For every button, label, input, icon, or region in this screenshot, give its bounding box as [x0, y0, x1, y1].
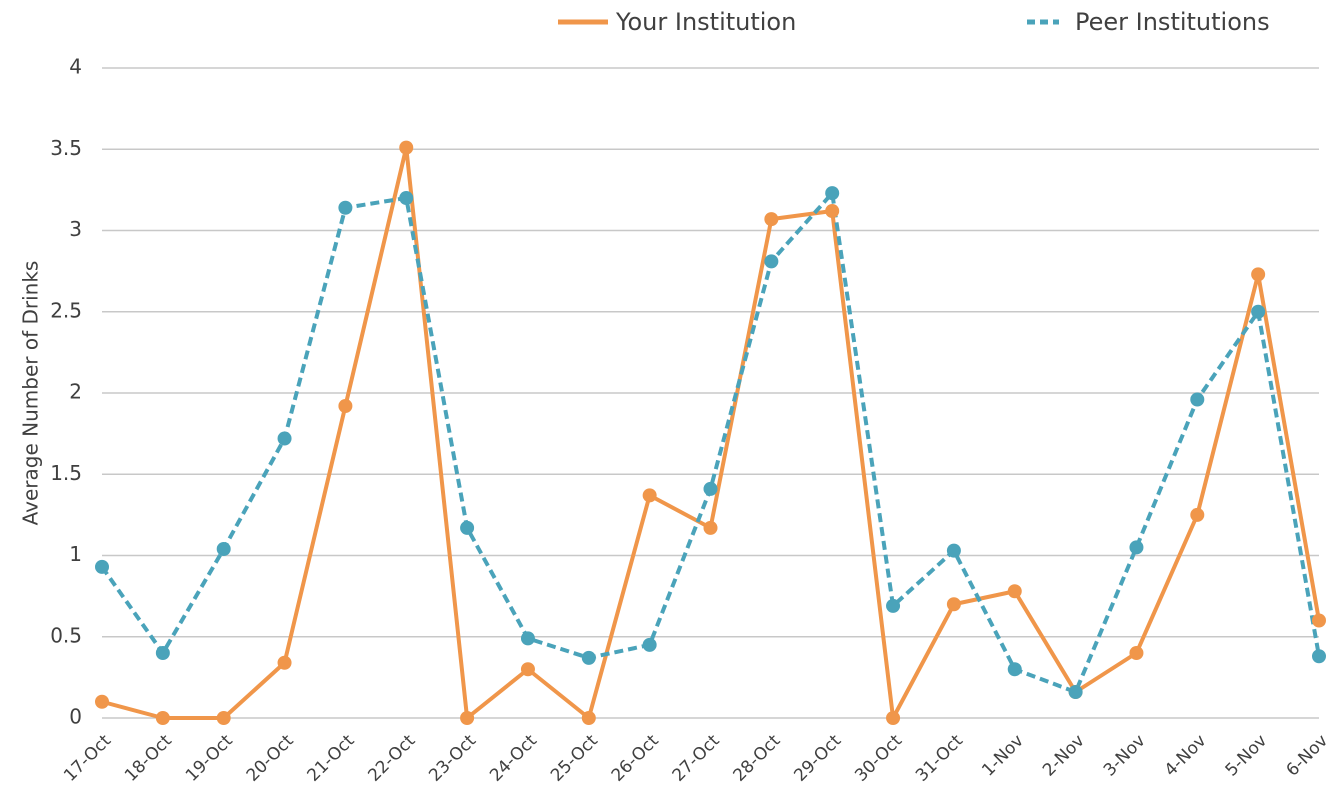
data-point: [581, 650, 596, 665]
x-tick-label: 27-Oct: [669, 731, 724, 786]
x-tick-label: 2-Nov: [1039, 731, 1089, 781]
data-point: [642, 637, 657, 652]
data-point: [764, 212, 779, 227]
data-point: [216, 542, 231, 556]
data-point: [1007, 584, 1022, 599]
x-tick-label: 19-Oct: [182, 731, 237, 786]
data-point: [1251, 304, 1266, 319]
data-point: [338, 200, 353, 215]
data-point: [460, 520, 475, 535]
data-point: [764, 254, 779, 269]
data-point: [886, 598, 901, 613]
legend-label: Your Institution: [615, 8, 796, 36]
data-point: [703, 520, 718, 535]
data-point: [1129, 646, 1144, 660]
data-point: [338, 399, 353, 413]
x-tick-label: 24-Oct: [486, 731, 541, 786]
legend-label: Peer Institutions: [1075, 8, 1270, 36]
data-point: [95, 559, 109, 574]
data-point: [1251, 267, 1266, 282]
x-tick-label: 5-Nov: [1222, 731, 1272, 781]
data-point: [946, 597, 961, 612]
data-point: [703, 481, 718, 496]
data-point: [277, 431, 292, 446]
y-tick-label: 2.5: [50, 298, 82, 322]
x-tick-label: 30-Oct: [851, 731, 906, 786]
data-point: [399, 140, 414, 155]
data-point: [216, 711, 231, 725]
data-point: [1068, 685, 1083, 699]
data-point: [1007, 662, 1022, 677]
data-point: [1312, 613, 1326, 628]
x-tick-label: 18-Oct: [121, 731, 176, 786]
data-point: [399, 191, 414, 205]
x-tick-label: 28-Oct: [730, 731, 785, 786]
data-point: [520, 662, 535, 677]
x-tick-label: 21-Oct: [304, 731, 359, 786]
data-point: [1312, 649, 1326, 664]
x-tick-label: 22-Oct: [364, 731, 419, 786]
data-point: [95, 694, 109, 709]
data-point: [946, 543, 961, 558]
data-point: [155, 646, 170, 660]
x-tick-label: 17-Oct: [60, 731, 115, 786]
x-tick-label: 26-Oct: [608, 731, 663, 786]
y-tick-label: 3.5: [50, 136, 82, 160]
y-tick-label: 2: [69, 380, 82, 404]
y-tick-label: 1.5: [50, 461, 82, 485]
data-point: [642, 488, 657, 503]
x-tick-label: 23-Oct: [425, 731, 480, 786]
data-point: [825, 204, 840, 218]
data-point: [1129, 540, 1144, 555]
data-point: [825, 186, 840, 201]
x-tick-label: 4-Nov: [1161, 731, 1211, 781]
x-tick-label: 3-Nov: [1100, 731, 1150, 781]
y-tick-label: 3: [69, 217, 82, 241]
x-tick-label: 20-Oct: [243, 731, 298, 786]
y-axis-title: Average Number of Drinks: [19, 261, 43, 526]
x-tick-label: 25-Oct: [547, 731, 602, 786]
data-point: [460, 711, 475, 725]
y-tick-label: 4: [69, 55, 82, 79]
data-point: [520, 631, 535, 646]
x-tick-label: 6-Nov: [1282, 731, 1332, 781]
data-point: [1190, 392, 1205, 407]
y-tick-label: 0.5: [50, 623, 82, 647]
x-tick-label: 31-Oct: [912, 731, 967, 786]
y-tick-label: 1: [69, 542, 82, 566]
x-tick-label: 29-Oct: [790, 731, 845, 786]
x-tick-label: 1-Nov: [978, 731, 1028, 781]
data-point: [581, 711, 596, 725]
data-point: [277, 655, 292, 670]
data-point: [1190, 507, 1205, 522]
data-point: [886, 711, 901, 725]
y-tick-label: 0: [69, 705, 82, 729]
data-point: [155, 711, 170, 725]
